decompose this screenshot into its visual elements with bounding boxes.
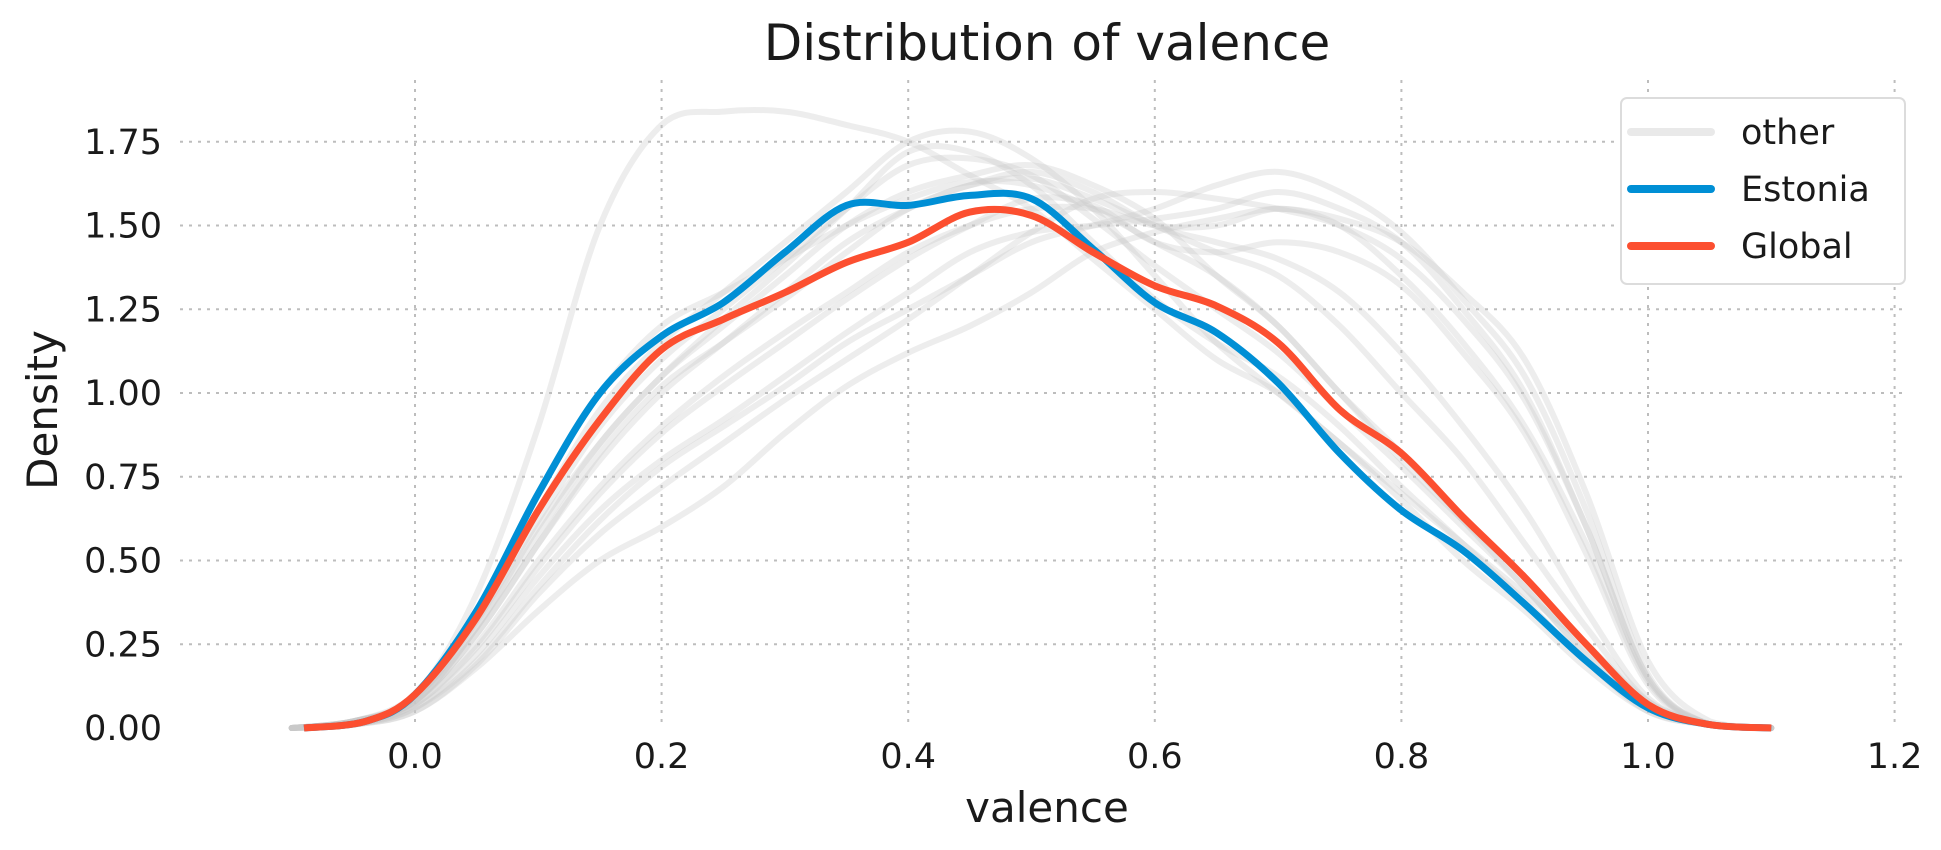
x-tick-label: 1.0 [1620,737,1676,777]
other-series-line [288,168,1775,731]
legend: other Estonia Global [1620,97,1906,285]
y-tick-label: 0.75 [84,458,162,498]
y-tick-label: 0.25 [84,625,162,665]
legend-label-estonia: Estonia [1741,170,1870,210]
x-axis-label: valence [965,783,1129,832]
other-series-line [288,194,1775,731]
other-series-line [288,189,1775,731]
y-tick-labels: 0.00 0.25 0.50 0.75 1.00 1.25 1.50 1.75 [84,123,162,749]
other-series-line [288,175,1775,731]
x-tick-label: 0.0 [387,737,443,777]
other-series-line [288,189,1775,731]
y-tick-label: 1.00 [84,374,162,414]
other-series-line [288,168,1775,731]
y-tick-label: 1.75 [84,123,162,163]
other-series-lines [288,106,1775,731]
other-series-line [288,106,1775,731]
legend-frame [1620,97,1906,285]
chart-title: Distribution of valence [764,14,1331,72]
y-tick-label: 0.50 [84,542,162,582]
y-tick-label: 1.25 [84,290,162,330]
x-tick-label: 0.4 [880,737,936,777]
other-series-line [288,177,1775,731]
series-line-estonia [303,189,1772,732]
other-series-line [288,205,1775,731]
y-tick-label: 1.50 [84,207,162,247]
x-tick-label: 0.2 [634,737,690,777]
x-tick-labels: 0.0 0.2 0.4 0.6 0.8 1.0 1.2 [387,737,1922,777]
series-line-global [303,205,1772,732]
other-series-line [288,154,1775,731]
y-tick-label: 0.00 [84,709,162,749]
y-axis-label: Density [18,330,67,490]
x-tick-label: 1.2 [1867,737,1923,777]
highlight-series-lines [303,189,1772,732]
x-tick-label: 0.8 [1374,737,1430,777]
legend-label-other: other [1741,113,1835,153]
x-tick-label: 0.6 [1127,737,1183,777]
other-series-line [288,203,1775,731]
legend-label-global: Global [1741,227,1853,267]
